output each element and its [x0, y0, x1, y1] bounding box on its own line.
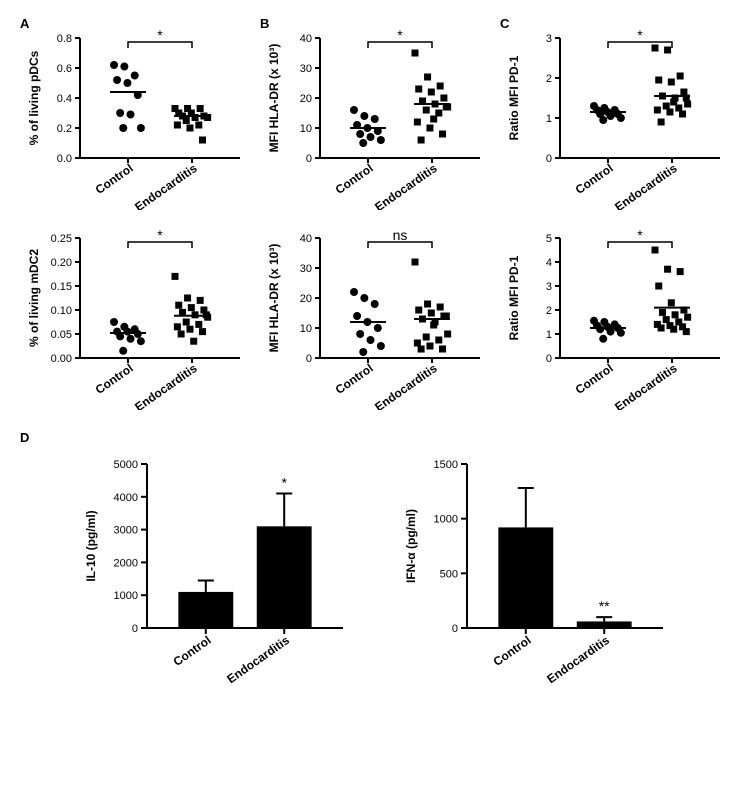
chart-D-left: 0 1000 2000 3000 4000 5000 IL-10 (pg/ml) Contro…	[75, 450, 355, 690]
svg-text:Control: Control	[93, 361, 136, 397]
panel-label-B: B	[260, 16, 269, 31]
svg-text:3: 3	[546, 33, 552, 45]
panel-A-top: A 0.00.20.40.60.8% of living pDCsControl…	[20, 20, 250, 210]
chart-C-top: 0 1 2 3 Ratio MFI PD-1 ControlEndocarditis *	[500, 20, 730, 210]
svg-text:Ratio MFI PD-1: Ratio MFI PD-1	[507, 55, 521, 140]
svg-text:10: 10	[300, 123, 312, 135]
panel-B-bottom: 0 10 20 30 40 MFI HLA-DR (x 10³) ControlEndoca…	[260, 220, 490, 410]
row-bottom: 0.00 0.05 0.10 0.15 0.20 0.25 % of living mDC2…	[20, 220, 729, 410]
svg-text:% of living pDCs: % of living pDCs	[27, 50, 41, 145]
svg-text:1000: 1000	[113, 590, 137, 602]
svg-text:Control: Control	[333, 161, 376, 197]
chart-B-top: 0 10 20 30 40 MFI HLA-DR (x 10³) ControlEndoca…	[260, 20, 490, 210]
section-D: D 010002000300040005000IL-10 (pg/ml)Cont…	[20, 450, 729, 695]
panel-D-left: 0 1000 2000 3000 4000 5000 IL-10 (pg/ml) Contro…	[75, 450, 355, 695]
svg-text:Control: Control	[490, 633, 533, 669]
svg-text:0.2: 0.2	[57, 123, 72, 135]
panel-label-D: D	[20, 430, 29, 445]
svg-text:0: 0	[546, 153, 552, 165]
svg-text:0.8: 0.8	[57, 33, 72, 45]
svg-text:0.20: 0.20	[51, 257, 72, 269]
panel-C-bottom: 0 1 2 3 4 5 Ratio MFI PD-1 ControlEndocarditis *	[500, 220, 730, 410]
svg-text:2: 2	[546, 305, 552, 317]
svg-text:Endocarditis: Endocarditis	[372, 161, 440, 210]
svg-text:0: 0	[306, 353, 312, 365]
svg-text:10: 10	[300, 323, 312, 335]
svg-text:*: *	[397, 27, 403, 43]
svg-text:Control: Control	[170, 633, 213, 669]
svg-text:2: 2	[546, 73, 552, 85]
panel-label-C: C	[500, 16, 509, 31]
svg-text:**: **	[598, 598, 609, 614]
svg-text:Endocarditis: Endocarditis	[372, 361, 440, 410]
svg-text:ns: ns	[393, 227, 408, 243]
svg-text:20: 20	[300, 293, 312, 305]
panel-C-top: C 0123Ratio MFI PD-1ControlEndocarditis*	[500, 20, 730, 210]
svg-text:Control: Control	[333, 361, 376, 397]
chart-D-right: 0 500 1000 1500 IFN-α (pg/ml) Control Endocard…	[395, 450, 675, 690]
panel-D-right: 0 500 1000 1500 IFN-α (pg/ml) Control Endocard…	[395, 450, 675, 695]
svg-text:5000: 5000	[113, 459, 137, 471]
svg-text:Endocarditis: Endocarditis	[132, 161, 200, 210]
svg-text:0: 0	[451, 623, 457, 635]
chart-A-top: 0.0 0.2 0.4 0.6 0.8 % of living pDCs ControlEn…	[20, 20, 250, 210]
svg-text:5: 5	[546, 233, 552, 245]
svg-text:1500: 1500	[433, 459, 457, 471]
svg-text:0.05: 0.05	[51, 329, 72, 341]
panel-label-A: A	[20, 16, 29, 31]
svg-text:4000: 4000	[113, 492, 137, 504]
panel-A-bottom: 0.00 0.05 0.10 0.15 0.20 0.25 % of living mDC2…	[20, 220, 250, 410]
svg-text:40: 40	[300, 233, 312, 245]
svg-text:0.00: 0.00	[51, 353, 72, 365]
svg-text:40: 40	[300, 33, 312, 45]
svg-text:0.0: 0.0	[57, 153, 72, 165]
svg-text:0.10: 0.10	[51, 305, 72, 317]
svg-text:0.4: 0.4	[57, 93, 72, 105]
svg-text:MFI HLA-DR (x 10³): MFI HLA-DR (x 10³)	[267, 44, 281, 153]
svg-text:*: *	[637, 27, 643, 43]
svg-text:Endocarditis: Endocarditis	[612, 361, 680, 410]
panel-B-top: B 010203040MFI HLA-DR (x 10³)ControlEndo…	[260, 20, 490, 210]
svg-text:Endocarditis: Endocarditis	[132, 361, 200, 410]
svg-text:1: 1	[546, 329, 552, 341]
svg-text:IL-10 (pg/ml): IL-10 (pg/ml)	[84, 510, 98, 581]
svg-text:Endocarditis: Endocarditis	[544, 633, 612, 686]
svg-text:0: 0	[306, 153, 312, 165]
svg-text:500: 500	[439, 568, 457, 580]
svg-text:Control: Control	[93, 161, 136, 197]
chart-C-bottom: 0 1 2 3 4 5 Ratio MFI PD-1 ControlEndocarditis *	[500, 220, 730, 410]
svg-text:1000: 1000	[433, 514, 457, 526]
svg-text:30: 30	[300, 263, 312, 275]
svg-text:20: 20	[300, 93, 312, 105]
svg-text:Endocarditis: Endocarditis	[224, 633, 292, 686]
svg-text:0.6: 0.6	[57, 63, 72, 75]
svg-text:0.15: 0.15	[51, 281, 72, 293]
svg-text:30: 30	[300, 63, 312, 75]
row-D: 010002000300040005000IL-10 (pg/ml)Contro…	[20, 450, 729, 695]
svg-text:MFI HLA-DR (x 10³): MFI HLA-DR (x 10³)	[267, 244, 281, 353]
chart-B-bottom: 0 10 20 30 40 MFI HLA-DR (x 10³) ControlEndoca…	[260, 220, 490, 410]
svg-text:0: 0	[546, 353, 552, 365]
svg-text:0.25: 0.25	[51, 233, 72, 245]
figure-root: A 0.00.20.40.60.8% of living pDCsControl…	[20, 20, 729, 695]
svg-text:IFN-α (pg/ml): IFN-α (pg/ml)	[404, 509, 418, 583]
svg-text:*: *	[157, 27, 163, 43]
svg-text:2000: 2000	[113, 557, 137, 569]
svg-text:1: 1	[546, 113, 552, 125]
row-top: A 0.00.20.40.60.8% of living pDCsControl…	[20, 20, 729, 210]
svg-text:Control: Control	[573, 361, 616, 397]
svg-text:0: 0	[131, 623, 137, 635]
svg-text:3000: 3000	[113, 525, 137, 537]
chart-A-bottom: 0.00 0.05 0.10 0.15 0.20 0.25 % of living mDC2…	[20, 220, 250, 410]
svg-text:Control: Control	[573, 161, 616, 197]
svg-text:4: 4	[546, 257, 552, 269]
svg-text:% of living mDC2: % of living mDC2	[27, 249, 41, 347]
svg-text:*: *	[637, 227, 643, 243]
svg-text:*: *	[281, 475, 287, 491]
svg-text:Endocarditis: Endocarditis	[612, 161, 680, 210]
svg-text:*: *	[157, 227, 163, 243]
svg-text:Ratio MFI PD-1: Ratio MFI PD-1	[507, 255, 521, 340]
svg-text:3: 3	[546, 281, 552, 293]
